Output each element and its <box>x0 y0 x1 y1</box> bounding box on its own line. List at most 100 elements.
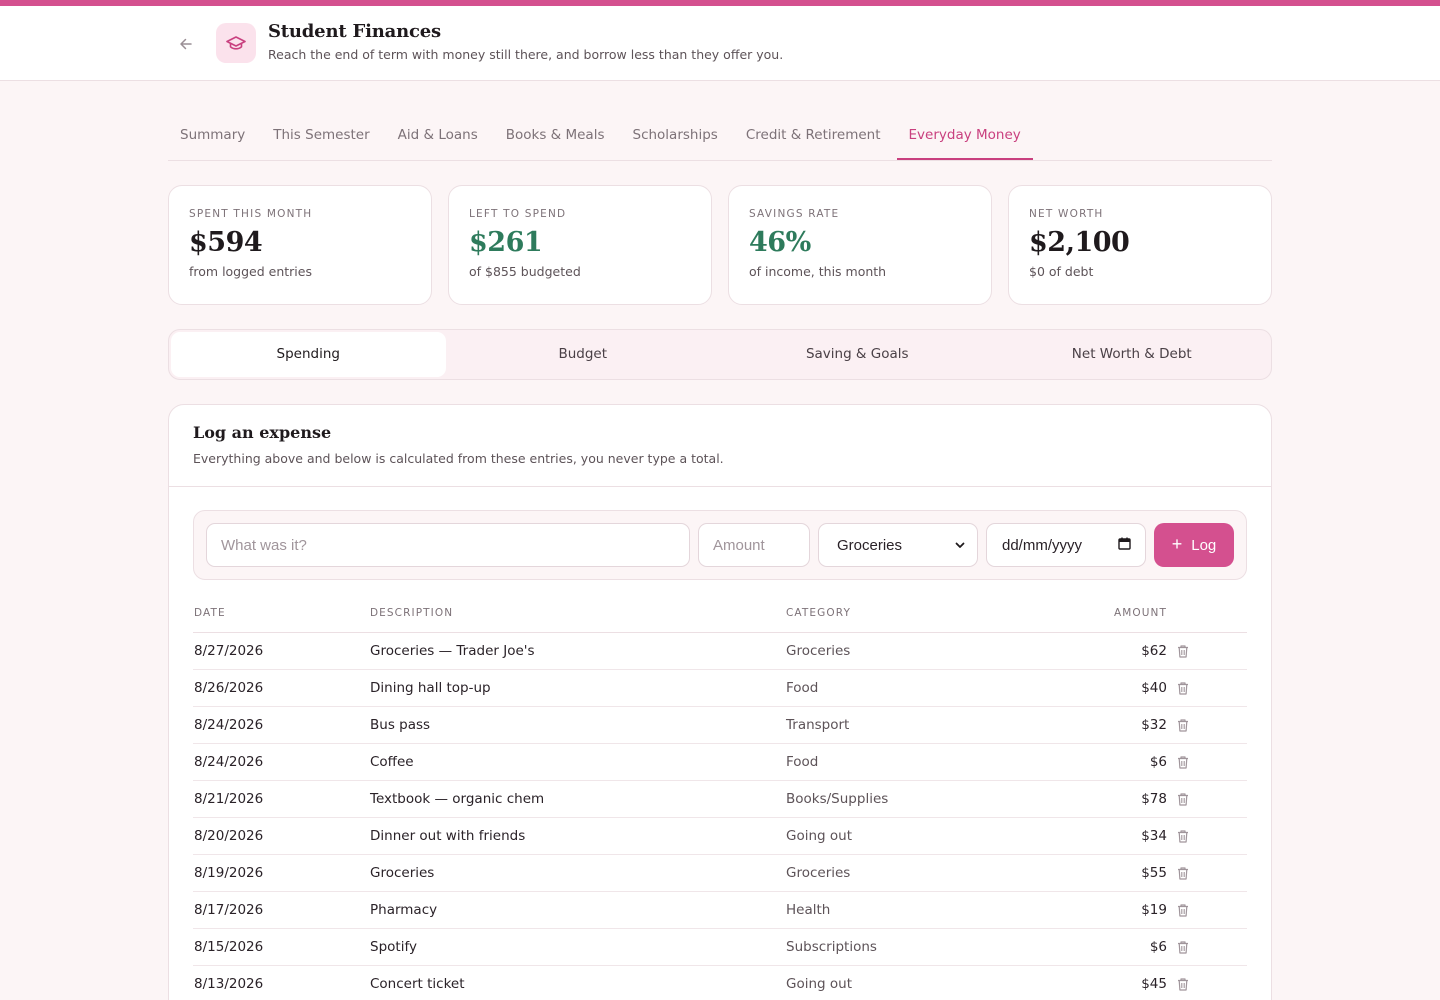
row-description: Concert ticket <box>370 976 465 992</box>
card-savings-rate: SAVINGS RATE 46% of income, this month <box>728 185 992 305</box>
accent-bar <box>0 0 1440 6</box>
row-description: Dinner out with friends <box>370 828 526 844</box>
row-amount: $78 <box>1141 791 1167 807</box>
panel-header: Log an expense Everything above and belo… <box>169 405 1271 487</box>
log-button-label: Log <box>1191 536 1217 554</box>
card-note: from logged entries <box>189 264 312 279</box>
table-row: 8/27/2026 Groceries — Trader Joe's Groce… <box>193 633 1247 670</box>
graduation-cap-icon <box>216 23 256 63</box>
trash-icon[interactable] <box>1176 755 1190 770</box>
table-row: 8/21/2026 Textbook — organic chem Books/… <box>193 781 1247 818</box>
row-amount: $34 <box>1141 828 1167 844</box>
category-select[interactable]: Groceries <box>818 523 978 567</box>
row-date: 8/20/2026 <box>194 828 264 844</box>
panel-title: Log an expense <box>193 423 332 442</box>
row-category: Health <box>786 902 831 918</box>
card-note: of $855 budgeted <box>469 264 581 279</box>
trash-icon[interactable] <box>1176 903 1190 918</box>
description-input[interactable] <box>206 523 690 567</box>
tab-credit-retirement[interactable]: Credit & Retirement <box>745 127 881 143</box>
amount-input[interactable] <box>698 523 810 567</box>
segmented-control: Spending Budget Saving & Goals Net Worth… <box>168 329 1272 380</box>
chevron-down-icon <box>955 537 965 554</box>
row-description: Groceries <box>370 865 435 881</box>
row-amount: $62 <box>1141 643 1167 659</box>
row-category: Groceries <box>786 643 851 659</box>
card-note: $0 of debt <box>1029 264 1094 279</box>
row-description: Bus pass <box>370 717 431 733</box>
trash-icon[interactable] <box>1176 829 1190 844</box>
table-row: 8/19/2026 Groceries Groceries $55 <box>193 855 1247 892</box>
row-date: 8/21/2026 <box>194 791 264 807</box>
row-category: Going out <box>786 828 852 844</box>
card-label: NET WORTH <box>1029 208 1104 220</box>
trash-icon[interactable] <box>1176 718 1190 733</box>
column-header-date: DATE <box>194 607 226 619</box>
card-left-to-spend: LEFT TO SPEND $261 of $855 budgeted <box>448 185 712 305</box>
row-amount: $45 <box>1141 976 1167 992</box>
segment-net-worth-debt[interactable]: Net Worth & Debt <box>1071 346 1192 362</box>
tab-aid-loans[interactable]: Aid & Loans <box>397 127 478 143</box>
card-value: $2,100 <box>1029 227 1130 258</box>
row-description: Dining hall top-up <box>370 680 491 696</box>
row-category: Subscriptions <box>786 939 877 955</box>
row-date: 8/24/2026 <box>194 754 264 770</box>
trash-icon[interactable] <box>1176 681 1190 696</box>
trash-icon[interactable] <box>1176 866 1190 881</box>
table-row: 8/24/2026 Bus pass Transport $32 <box>193 707 1247 744</box>
tab-summary[interactable]: Summary <box>180 127 246 143</box>
trash-icon[interactable] <box>1176 792 1190 807</box>
table-row: 8/26/2026 Dining hall top-up Food $40 <box>193 670 1247 707</box>
card-label: SAVINGS RATE <box>749 208 840 220</box>
tab-this-semester[interactable]: This Semester <box>273 127 370 143</box>
table-row: 8/20/2026 Dinner out with friends Going … <box>193 818 1247 855</box>
card-note: of income, this month <box>749 264 887 279</box>
card-value: $261 <box>469 227 543 258</box>
table-row: 8/24/2026 Coffee Food $6 <box>193 744 1247 781</box>
row-description: Spotify <box>370 939 417 955</box>
back-arrow-icon[interactable] <box>172 30 200 58</box>
row-description: Coffee <box>370 754 414 770</box>
row-amount: $55 <box>1141 865 1167 881</box>
card-label: LEFT TO SPEND <box>469 208 567 220</box>
card-net-worth: NET WORTH $2,100 $0 of debt <box>1008 185 1272 305</box>
log-button[interactable]: + Log <box>1154 523 1234 567</box>
trash-icon[interactable] <box>1176 644 1190 659</box>
card-spent-this-month: SPENT THIS MONTH $594 from logged entrie… <box>168 185 432 305</box>
page-title: Student Finances <box>268 21 441 42</box>
row-amount: $19 <box>1141 902 1167 918</box>
trash-icon[interactable] <box>1176 940 1190 955</box>
row-date: 8/19/2026 <box>194 865 264 881</box>
segment-saving-goals[interactable]: Saving & Goals <box>805 346 909 362</box>
table-body: 8/27/2026 Groceries — Trader Joe's Groce… <box>193 633 1247 1000</box>
expense-form: Groceries dd/mm/yyyy + Log <box>193 510 1247 580</box>
panel-subtitle: Everything above and below is calculated… <box>193 451 724 466</box>
page-subtitle: Reach the end of term with money still t… <box>268 47 784 62</box>
row-date: 8/17/2026 <box>194 902 264 918</box>
plus-icon: + <box>1171 534 1183 554</box>
tab-everyday-money[interactable]: Everyday Money <box>896 112 1033 160</box>
row-date: 8/13/2026 <box>194 976 264 992</box>
calendar-icon[interactable] <box>1118 537 1131 554</box>
row-category: Books/Supplies <box>786 791 889 807</box>
row-category: Going out <box>786 976 852 992</box>
row-date: 8/26/2026 <box>194 680 264 696</box>
segment-budget[interactable]: Budget <box>558 346 608 362</box>
trash-icon[interactable] <box>1176 977 1190 992</box>
log-expense-panel: Log an expense Everything above and belo… <box>168 404 1272 1000</box>
date-input[interactable]: dd/mm/yyyy <box>986 523 1146 567</box>
card-value: $594 <box>189 227 263 258</box>
table-header: DATE DESCRIPTION CATEGORY AMOUNT <box>193 595 1247 633</box>
row-description: Textbook — organic chem <box>370 791 545 807</box>
segment-spending[interactable]: Spending <box>171 332 446 377</box>
page-header: Student Finances Reach the end of term w… <box>0 6 1440 81</box>
row-description: Pharmacy <box>370 902 438 918</box>
column-header-description: DESCRIPTION <box>370 607 454 619</box>
row-amount: $32 <box>1141 717 1167 733</box>
main-tabs: Summary This Semester Aid & Loans Books … <box>168 112 1272 161</box>
row-date: 8/15/2026 <box>194 939 264 955</box>
row-description: Groceries — Trader Joe's <box>370 643 535 659</box>
tab-scholarships[interactable]: Scholarships <box>632 127 718 143</box>
row-amount: $40 <box>1141 680 1167 696</box>
tab-books-meals[interactable]: Books & Meals <box>505 127 605 143</box>
